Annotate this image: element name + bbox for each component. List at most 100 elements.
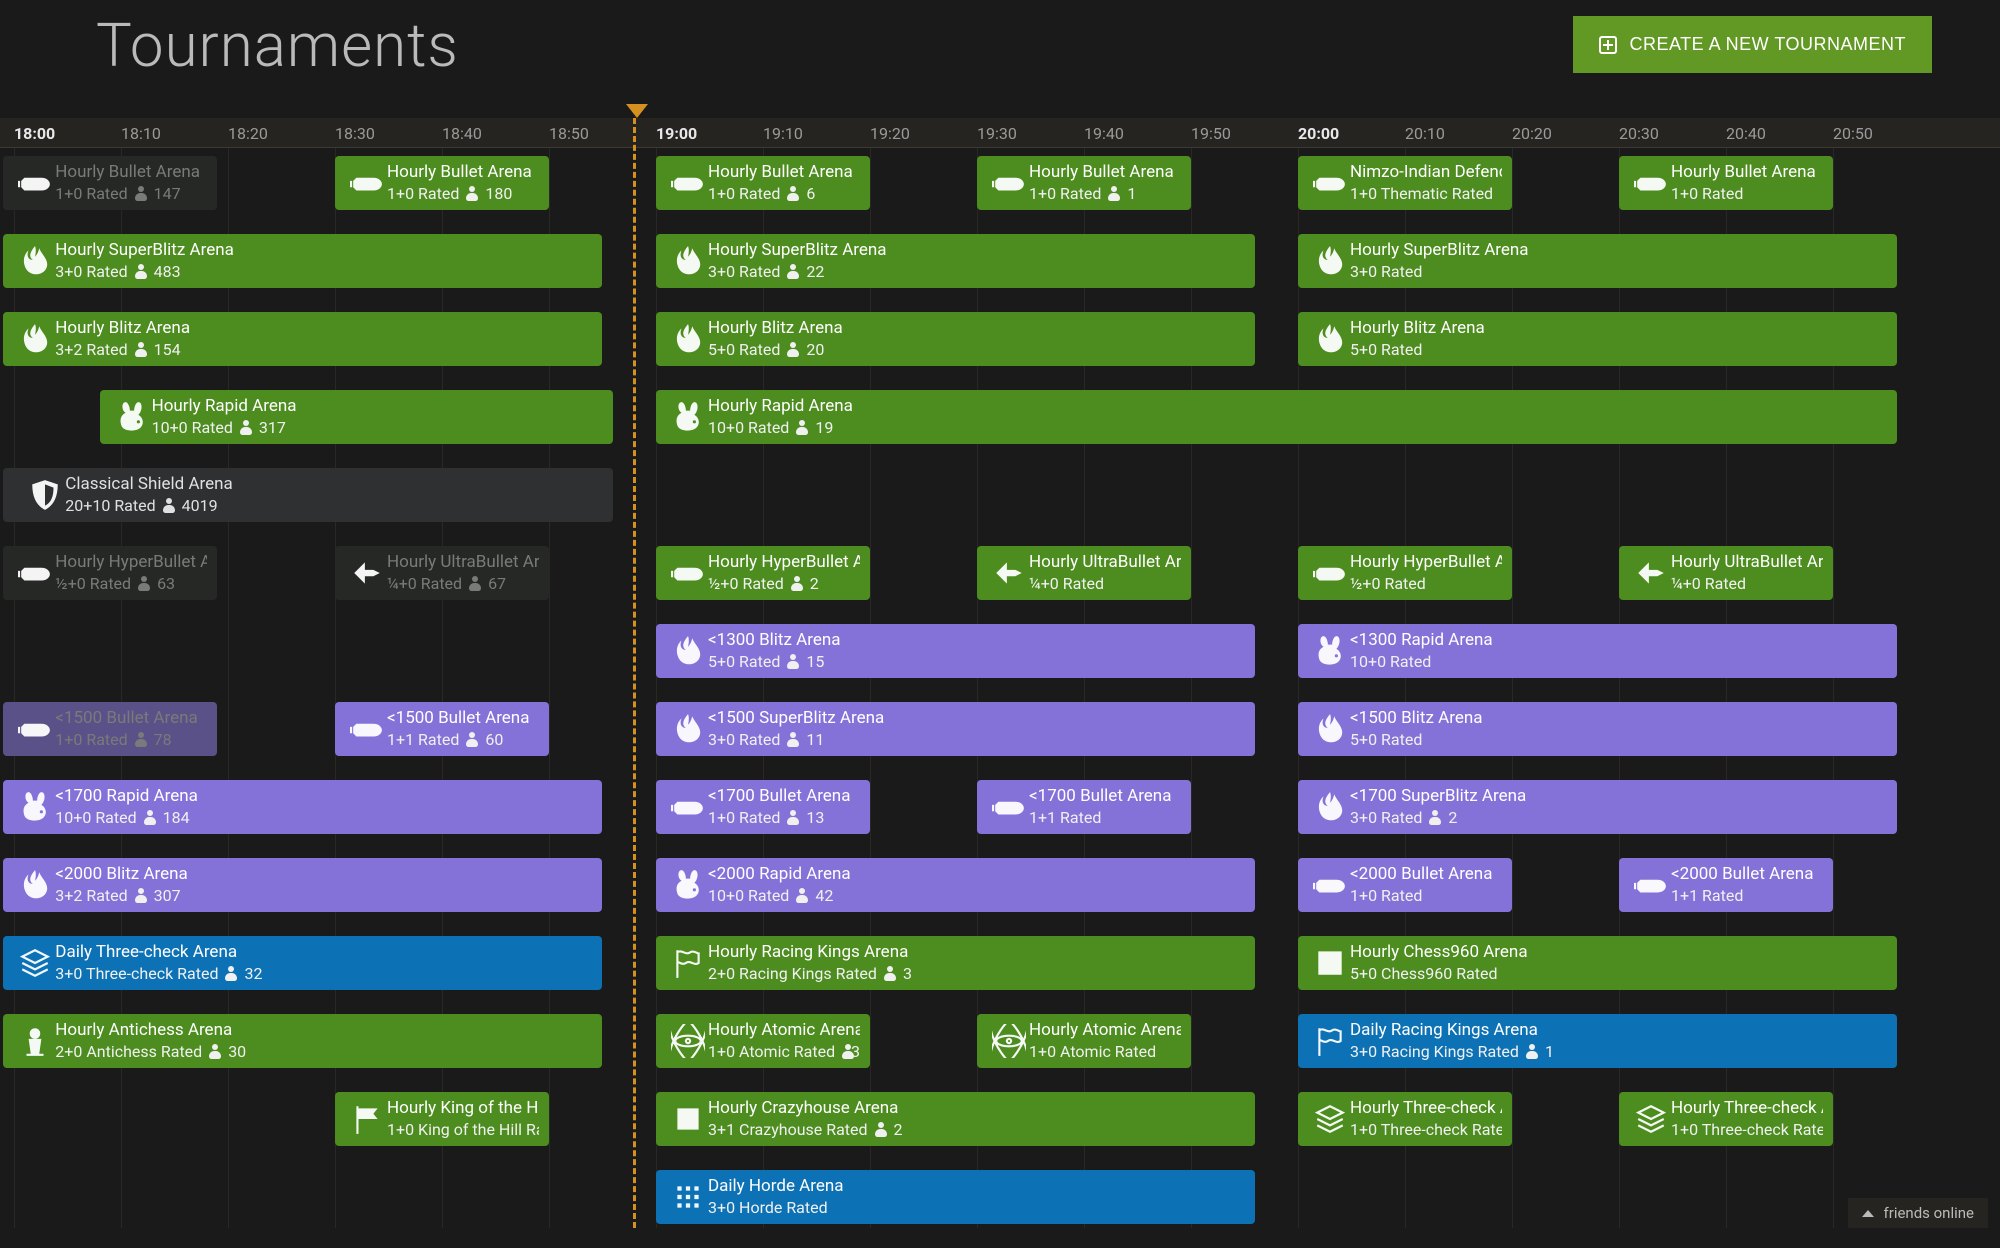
- event-title: Hourly SuperBlitz Arena: [708, 240, 1245, 261]
- event-title: Hourly Bullet Arena: [1671, 162, 1823, 183]
- bullet-icon: [15, 556, 55, 590]
- event-title: <1700 SuperBlitz Arena: [1350, 786, 1887, 807]
- fire-icon: [15, 244, 55, 278]
- tournament-event[interactable]: <1300 Rapid Arena10+0 Rated: [1298, 624, 1897, 678]
- players-icon: [134, 888, 148, 904]
- fire-icon: [668, 634, 708, 668]
- die-icon: [1310, 946, 1350, 980]
- tournament-event[interactable]: <2000 Rapid Arena10+0 Rated 42: [656, 858, 1255, 912]
- tournament-event[interactable]: Hourly Three-check Aren1+0 Three-check R…: [1298, 1092, 1512, 1146]
- tournament-event[interactable]: Daily Horde Arena3+0 Horde Rated: [656, 1170, 1255, 1224]
- tournament-event[interactable]: Hourly Rapid Arena10+0 Rated 317: [100, 390, 614, 444]
- tournament-event[interactable]: <1500 SuperBlitz Arena3+0 Rated 11: [656, 702, 1255, 756]
- tournament-event[interactable]: Hourly King of the Hill A1+0 King of the…: [335, 1092, 549, 1146]
- tournament-event[interactable]: Hourly HyperBullet Aren½+0 Rated 63: [3, 546, 217, 600]
- friends-online-bar[interactable]: friends online: [1848, 1198, 1988, 1228]
- players-icon: [224, 966, 238, 982]
- tournament-event[interactable]: Hourly Bullet Arena1+0 Rated: [1619, 156, 1833, 210]
- tournament-event[interactable]: Hourly Atomic Arena1+0 Atomic Rated: [977, 1014, 1191, 1068]
- event-title: Hourly HyperBullet Aren: [708, 552, 860, 573]
- create-tournament-label: CREATE A NEW TOURNAMENT: [1629, 34, 1906, 55]
- tournament-event[interactable]: Hourly Rapid Arena10+0 Rated 19: [656, 390, 1897, 444]
- tournament-event[interactable]: <2000 Bullet Arena1+1 Rated: [1619, 858, 1833, 912]
- tournament-event[interactable]: <1300 Blitz Arena5+0 Rated 15: [656, 624, 1255, 678]
- schedule-row: <1700 Rapid Arena10+0 Rated 184 <1700 Bul…: [0, 780, 2000, 834]
- tournament-event[interactable]: Hourly Crazyhouse Arena3+1 Crazyhouse Ra…: [656, 1092, 1255, 1146]
- tournament-event[interactable]: Hourly Bullet Arena1+0 Rated 1: [977, 156, 1191, 210]
- tournament-schedule: 18:0018:1018:2018:3018:4018:5019:0019:10…: [0, 118, 2000, 1228]
- event-title: Hourly Antichess Arena: [55, 1020, 592, 1041]
- tournament-event[interactable]: Hourly Bullet Arena1+0 Rated 180: [335, 156, 549, 210]
- tournament-event[interactable]: Hourly Blitz Arena5+0 Rated: [1298, 312, 1897, 366]
- fire-icon: [1310, 244, 1350, 278]
- tournament-event[interactable]: Classical Shield Arena20+10 Rated 4019: [3, 468, 613, 522]
- event-title: Hourly Atomic Arena: [1029, 1020, 1181, 1041]
- tournament-event[interactable]: Daily Three-check Arena3+0 Three-check R…: [3, 936, 602, 990]
- tournament-event[interactable]: Daily Racing Kings Arena3+0 Racing Kings…: [1298, 1014, 1897, 1068]
- tournament-event[interactable]: <1500 Bullet Arena1+0 Rated 78: [3, 702, 217, 756]
- players-icon: [786, 186, 800, 202]
- event-subtitle: 1+0 Atomic Rated 3: [708, 1042, 860, 1062]
- schedule-row: Hourly SuperBlitz Arena3+0 Rated 483Hour…: [0, 234, 2000, 288]
- tournament-event[interactable]: Hourly UltraBullet Aren¼+0 Rated: [1619, 546, 1833, 600]
- tournament-event[interactable]: <1700 Bullet Arena1+1 Rated: [977, 780, 1191, 834]
- event-subtitle: 1+1 Rated 60: [387, 730, 539, 750]
- tournament-event[interactable]: Hourly Three-check Aren1+0 Three-check R…: [1619, 1092, 1833, 1146]
- event-subtitle: 3+0 Rated: [1350, 262, 1887, 282]
- event-subtitle: 2+0 Antichess Rated 30: [55, 1042, 592, 1062]
- tournament-event[interactable]: Hourly Bullet Arena1+0 Rated 147: [3, 156, 217, 210]
- tournament-event[interactable]: Hourly Blitz Arena3+2 Rated 154: [3, 312, 602, 366]
- event-title: Hourly Crazyhouse Arena: [708, 1098, 1245, 1119]
- tournament-event[interactable]: Hourly HyperBullet Aren½+0 Rated 2: [656, 546, 870, 600]
- tournament-event[interactable]: Hourly HyperBullet Aren½+0 Rated: [1298, 546, 1512, 600]
- time-label: 18:40: [442, 124, 482, 143]
- tournament-event[interactable]: Nimzo-Indian Defence Bulle1+0 Thematic R…: [1298, 156, 1512, 210]
- event-title: Hourly Three-check Aren: [1671, 1098, 1823, 1119]
- tournament-event[interactable]: <1700 Rapid Arena10+0 Rated 184: [3, 780, 602, 834]
- tournament-event[interactable]: Hourly UltraBullet Aren¼+0 Rated 67: [335, 546, 549, 600]
- tournament-event[interactable]: Hourly SuperBlitz Arena3+0 Rated 483: [3, 234, 602, 288]
- event-subtitle: 1+0 Rated: [1671, 184, 1823, 204]
- event-subtitle: ¼+0 Rated 67: [387, 574, 539, 594]
- event-title: <1500 Bullet Arena: [387, 708, 539, 729]
- event-title: <1700 Rapid Arena: [55, 786, 592, 807]
- time-label: 20:20: [1512, 124, 1552, 143]
- tournament-event[interactable]: Hourly Atomic Arena1+0 Atomic Rated 3: [656, 1014, 870, 1068]
- schedule-row: Hourly King of the Hill A1+0 King of the…: [0, 1092, 2000, 1146]
- time-label: 19:30: [977, 124, 1017, 143]
- tournament-event[interactable]: Hourly SuperBlitz Arena3+0 Rated 22: [656, 234, 1255, 288]
- time-label: 20:40: [1726, 124, 1766, 143]
- tournament-event[interactable]: <2000 Blitz Arena3+2 Rated 307: [3, 858, 602, 912]
- event-title: Hourly HyperBullet Aren: [55, 552, 207, 573]
- event-title: Hourly UltraBullet Aren: [1671, 552, 1823, 573]
- event-subtitle: 5+0 Chess960 Rated: [1350, 964, 1887, 984]
- tournament-event[interactable]: <1500 Blitz Arena5+0 Rated: [1298, 702, 1897, 756]
- tournament-event[interactable]: Hourly UltraBullet Aren¼+0 Rated: [977, 546, 1191, 600]
- event-subtitle: 10+0 Rated 317: [152, 418, 604, 438]
- shield-icon: [25, 478, 65, 512]
- tournament-event[interactable]: <1500 Bullet Arena1+1 Rated 60: [335, 702, 549, 756]
- schedule-row: <1500 Bullet Arena1+0 Rated 78 <1500 Bull…: [0, 702, 2000, 756]
- tournament-event[interactable]: Hourly Chess960 Arena5+0 Chess960 Rated: [1298, 936, 1897, 990]
- create-tournament-button[interactable]: CREATE A NEW TOURNAMENT: [1573, 16, 1932, 73]
- event-title: Hourly SuperBlitz Arena: [55, 240, 592, 261]
- rabbit-icon: [668, 868, 708, 902]
- tournament-event[interactable]: Hourly Bullet Arena1+0 Rated 6: [656, 156, 870, 210]
- time-label: 20:30: [1619, 124, 1659, 143]
- event-subtitle: 10+0 Rated 19: [708, 418, 1887, 438]
- event-title: Hourly Blitz Arena: [1350, 318, 1887, 339]
- event-title: Hourly Blitz Arena: [55, 318, 592, 339]
- tournament-event[interactable]: <2000 Bullet Arena1+0 Rated: [1298, 858, 1512, 912]
- event-title: Hourly UltraBullet Aren: [1029, 552, 1181, 573]
- tournament-event[interactable]: Hourly Racing Kings Arena2+0 Racing King…: [656, 936, 1255, 990]
- event-subtitle: 1+0 Three-check Rated: [1671, 1120, 1823, 1140]
- tournament-event[interactable]: Hourly SuperBlitz Arena3+0 Rated: [1298, 234, 1897, 288]
- schedule-row: <2000 Blitz Arena3+2 Rated 307 <2000 Rapi…: [0, 858, 2000, 912]
- tournament-event[interactable]: <1700 SuperBlitz Arena3+0 Rated 2: [1298, 780, 1897, 834]
- tournament-event[interactable]: Hourly Antichess Arena2+0 Antichess Rate…: [3, 1014, 602, 1068]
- tournament-event[interactable]: Hourly Blitz Arena5+0 Rated 20: [656, 312, 1255, 366]
- time-axis: 18:0018:1018:2018:3018:4018:5019:0019:10…: [0, 118, 2000, 148]
- tournament-event[interactable]: <1700 Bullet Arena1+0 Rated 13: [656, 780, 870, 834]
- players-icon: [883, 966, 897, 982]
- time-label: 18:30: [335, 124, 375, 143]
